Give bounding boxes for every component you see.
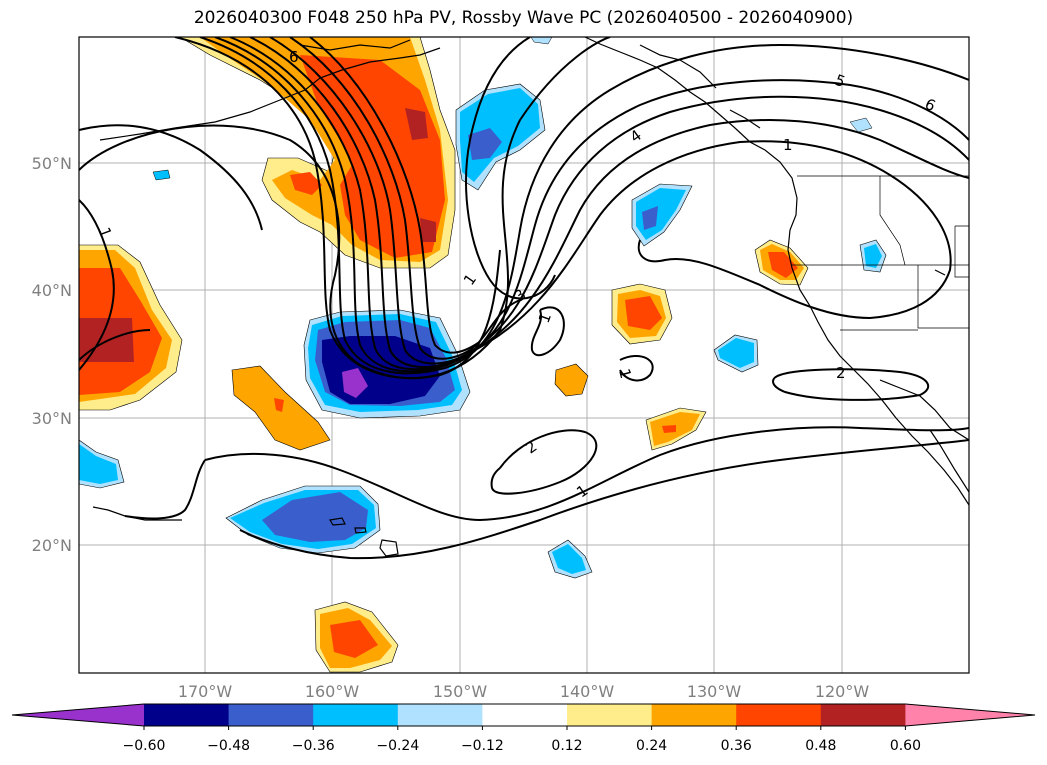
longitude-labels: 170°W 160°W 150°W 140°W 130°W 120°W [178, 682, 870, 701]
lon-label: 170°W [178, 682, 233, 701]
colorbar-tick-label: −0.24 [376, 738, 419, 754]
borders [792, 175, 969, 331]
negative-anomaly-small-blobs [79, 37, 887, 579]
colorbar-segment [313, 704, 399, 726]
colorbar-tick-label: −0.60 [123, 738, 166, 754]
lat-label: 20°N [32, 536, 72, 555]
lon-label: 140°W [560, 682, 615, 701]
colorbar-extend-min [12, 704, 144, 726]
lat-label: 40°N [32, 281, 72, 300]
colorbar-segment [736, 704, 822, 726]
contour-label: 1 [615, 367, 635, 381]
lon-label: 120°W [815, 682, 870, 701]
map-plot-area: 6 1 4 5 6 1 1 3 1 1 2 2 1 [79, 37, 969, 673]
colorbar-tick-label: 0.48 [805, 738, 836, 754]
colorbar-tick-label: −0.36 [292, 738, 335, 754]
colorbar-tick-label: 0.60 [890, 738, 921, 754]
lon-label: 130°W [687, 682, 742, 701]
colorbar-tick-label: 0.24 [636, 738, 667, 754]
lat-label: 30°N [32, 409, 72, 428]
lat-label: 50°N [32, 154, 72, 173]
colorbar-segment [567, 704, 653, 726]
latitude-labels: 50°N 40°N 30°N 20°N [32, 154, 72, 555]
colorbar-segment [144, 704, 230, 726]
contour-label: 6 [289, 48, 299, 66]
colorbar-segment [397, 704, 483, 726]
lon-label: 150°W [433, 682, 488, 701]
lon-label: 160°W [305, 682, 360, 701]
pc-contours [79, 37, 969, 560]
colorbar-tick-label: 0.12 [551, 738, 582, 754]
negative-anomaly-central [303, 309, 471, 419]
colorbar: −0.60 −0.48 −0.36 −0.24 −0.12 0.12 0.24 0.36 0.4… [11, 703, 1036, 754]
colorbar-extend-max [905, 704, 1035, 726]
colorbar-segment [228, 704, 314, 726]
colorbar-segment [482, 704, 568, 726]
negative-anomaly-hawaii [225, 485, 381, 554]
colorbar-tick-label: −0.48 [207, 738, 250, 754]
colorbar-tick-label: 0.36 [721, 738, 752, 754]
colorbar-tick-label: −0.12 [461, 738, 504, 754]
contour-label: 1 [783, 136, 793, 154]
contour-label: 2 [836, 364, 846, 382]
colorbar-segment [820, 704, 906, 726]
colorbar-segment [651, 704, 737, 726]
map-title: 2026040300 F048 250 hPa PV, Rossby Wave … [193, 8, 854, 28]
positive-anomaly-small-blobs [231, 239, 809, 673]
positive-anomaly-west-edge [79, 244, 183, 411]
map-frame [78, 36, 970, 674]
